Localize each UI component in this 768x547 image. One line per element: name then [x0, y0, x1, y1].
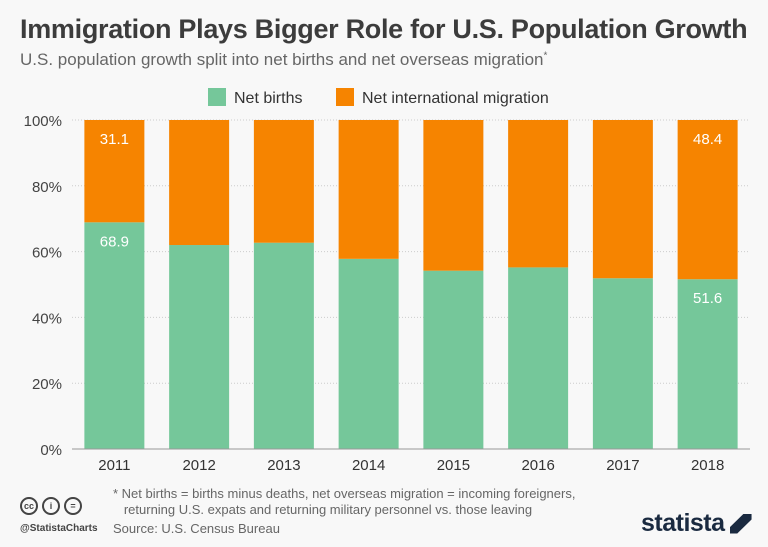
chart-title: Immigration Plays Bigger Role for U.S. P… [20, 14, 748, 44]
statista-logo[interactable]: statista [641, 509, 752, 538]
bar-net-births [423, 270, 484, 449]
source: Source: U.S. Census Bureau [113, 521, 280, 536]
bar-net-international-migration [169, 120, 230, 246]
y-tick-label: 20% [32, 376, 62, 393]
y-tick-label: 60% [32, 245, 62, 262]
bar-net-births [253, 242, 314, 449]
legend-label: Net births [234, 90, 302, 107]
bar-net-births [508, 267, 569, 449]
x-tick-label: 2016 [521, 457, 554, 474]
bar-net-births [592, 278, 653, 449]
y-tick-label: 0% [40, 442, 62, 459]
bar-net-births [84, 222, 145, 449]
footnote: * Net births = births minus deaths, net … [113, 486, 575, 518]
y-tick-label: 80% [32, 179, 62, 196]
legend-label: Net international migration [362, 90, 549, 107]
footnote-line-2: returning U.S. expats and returning mili… [113, 502, 533, 517]
bar-net-international-migration [592, 120, 653, 279]
no-derivatives-icon: = [64, 497, 82, 515]
bar-net-international-migration [423, 120, 484, 271]
x-tick-label: 2014 [352, 457, 385, 474]
subtitle-text: U.S. population growth split into net bi… [20, 50, 544, 69]
cc-icon: cc [20, 497, 38, 515]
bar-net-international-migration [84, 120, 145, 223]
bar-net-births [677, 279, 738, 449]
x-tick-label: 2017 [606, 457, 639, 474]
bar-net-international-migration [677, 120, 738, 280]
y-tick-label: 100% [24, 113, 62, 130]
x-tick-label: 2018 [691, 457, 724, 474]
twitter-handle: @StatistaCharts [20, 523, 98, 534]
bar-net-international-migration [338, 120, 399, 259]
legend-swatch [336, 88, 354, 106]
data-label: 48.4 [693, 131, 722, 148]
x-tick-label: 2011 [98, 457, 130, 474]
x-tick-label: 2012 [182, 457, 215, 474]
attribution-icon: i [42, 497, 60, 515]
y-tick-label: 40% [32, 310, 62, 327]
logo-text: statista [641, 509, 725, 537]
bar-net-births [169, 245, 230, 449]
bar-net-international-migration [508, 120, 569, 268]
logo-mark-icon [729, 513, 752, 534]
data-label: 31.1 [100, 131, 129, 148]
legend-swatch [208, 88, 226, 106]
bar-net-international-migration [253, 120, 314, 243]
data-label: 68.9 [100, 233, 129, 250]
chart-subtitle: U.S. population growth split into net bi… [20, 50, 547, 70]
license-icons: cc i = [20, 497, 82, 515]
data-label: 51.6 [693, 290, 722, 307]
footnote-line-1: * Net births = births minus deaths, net … [113, 486, 576, 501]
x-tick-label: 2015 [437, 457, 470, 474]
x-tick-label: 2013 [267, 457, 300, 474]
bar-net-births [338, 258, 399, 449]
subtitle-marker: * [543, 50, 548, 62]
